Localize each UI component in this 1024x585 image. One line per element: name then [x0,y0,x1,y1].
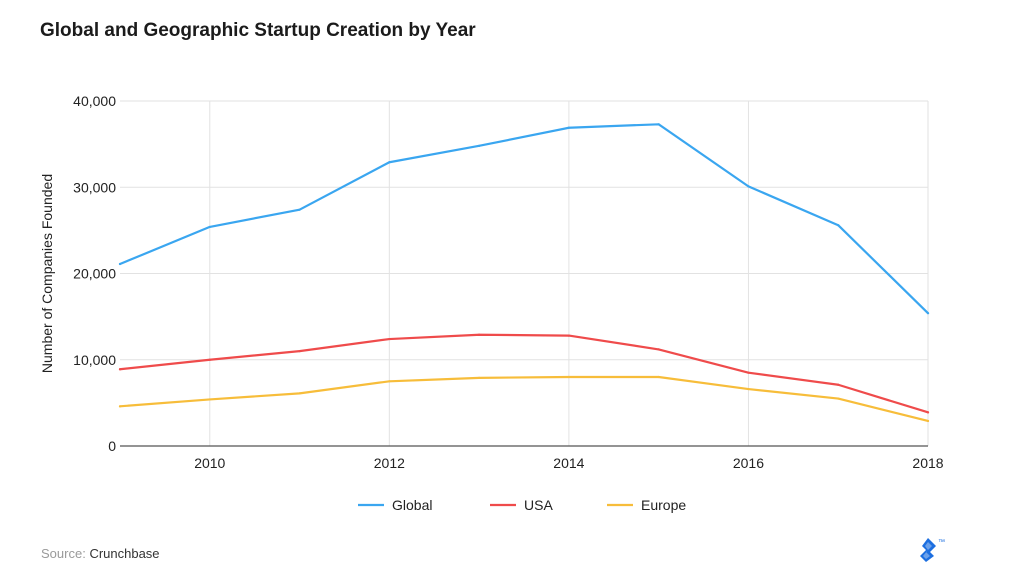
grid-lines [120,100,929,446]
x-tick-label: 2016 [733,455,764,471]
data-point-usa [657,348,660,351]
data-point-europe [926,419,930,423]
data-point-usa [567,334,570,337]
source-value: Crunchbase [89,546,160,561]
toptal-logo-icon: ™ [920,538,945,562]
data-point-europe [567,375,570,379]
x-tick-label: 2010 [194,455,225,471]
source-label: Source: [41,546,86,561]
data-point-usa [926,411,930,414]
data-point-usa [208,358,211,361]
data-point-europe [118,405,122,408]
data-point-europe [837,397,840,400]
y-tick-label: 10,000 [73,352,116,368]
x-tick-label: 2014 [553,455,584,471]
series-line-europe [118,375,930,423]
logo-trademark: ™ [938,539,945,546]
data-point-global [657,123,660,126]
legend: Global USA Europe [358,497,686,513]
data-point-usa [388,337,391,341]
logo-inner-shape [923,542,932,559]
data-point-global [926,312,930,315]
data-point-europe [208,398,211,401]
series-line-usa [118,333,930,414]
chart-title: Global and Geographic Startup Creation b… [40,20,476,41]
data-point-global [567,126,570,129]
data-point-global [478,144,481,147]
data-point-global [747,185,750,188]
data-point-global [208,225,211,229]
data-point-global [388,161,391,164]
source-note: Source: Crunchbase [41,546,160,561]
legend-label-global: Global [392,497,432,513]
data-point-usa [298,350,301,353]
y-tick-label: 30,000 [73,179,116,195]
legend-label-europe: Europe [641,497,686,513]
y-axis-title: Number of Companies Founded [39,174,55,373]
data-point-europe [388,380,391,383]
data-point-europe [747,387,750,391]
data-point-usa [118,368,122,371]
series-line-global [118,123,930,315]
y-tick-label: 20,000 [73,266,116,282]
data-point-europe [657,375,660,379]
y-tick-label: 0 [108,438,116,454]
series-lines [118,123,930,423]
x-tick-label: 2012 [374,455,405,471]
data-point-usa [837,383,840,386]
y-tick-label: 40,000 [73,93,116,109]
logo-shape [920,538,936,562]
data-point-usa [747,371,750,374]
data-point-global [118,262,122,266]
data-point-global [837,224,840,227]
axes: 0 10,000 20,000 30,000 40,000 2010 2012 2014 201… [39,93,944,471]
data-point-europe [478,376,481,379]
x-tick-label: 2018 [912,455,943,471]
data-point-europe [298,392,301,395]
data-point-usa [478,333,481,336]
legend-label-usa: USA [524,497,553,513]
data-point-global [298,208,301,211]
